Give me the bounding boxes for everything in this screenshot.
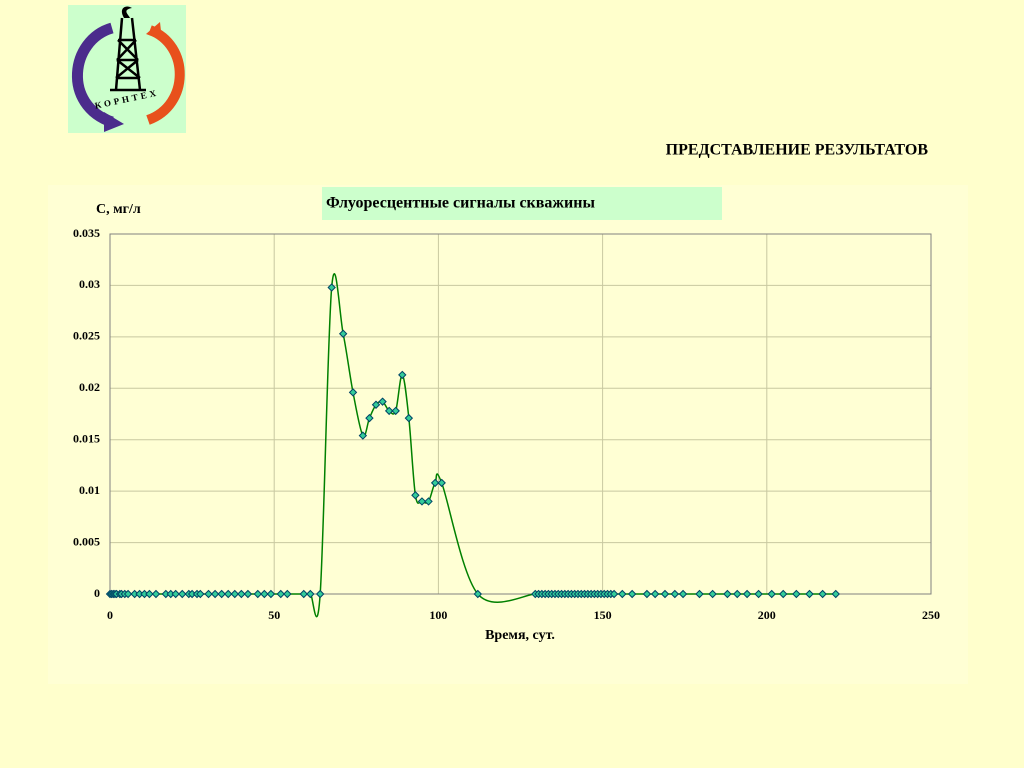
data-point xyxy=(818,589,827,599)
data-point xyxy=(178,589,187,599)
data-point xyxy=(417,497,427,506)
data-point xyxy=(404,413,414,423)
logo-arrow-right xyxy=(145,25,185,125)
data-point xyxy=(733,589,742,599)
data-point xyxy=(204,589,213,599)
data-point xyxy=(371,400,381,409)
data-point xyxy=(327,283,336,292)
data-point xyxy=(779,589,788,599)
x-tick-label: 100 xyxy=(429,608,447,622)
y-tick-label: 0.025 xyxy=(73,329,100,343)
data-point xyxy=(430,478,440,488)
y-tick-label: 0.01 xyxy=(79,483,100,497)
y-tick-label: 0.015 xyxy=(73,431,100,445)
data-point xyxy=(253,589,262,599)
data-point xyxy=(243,589,253,599)
y-tick-label: 0.03 xyxy=(79,277,100,291)
y-axis-label: C, мг/л xyxy=(96,202,141,217)
logo: КОРНТЕХ xyxy=(68,5,186,133)
data-point xyxy=(642,589,652,599)
data-point xyxy=(618,589,627,599)
data-point xyxy=(260,589,269,599)
data-point xyxy=(831,589,840,599)
data-point xyxy=(754,589,763,599)
data-point xyxy=(358,431,368,440)
data-point xyxy=(609,589,619,599)
data-point xyxy=(196,589,205,599)
logo-flame xyxy=(121,6,132,18)
logo-arrowhead-left xyxy=(104,112,124,132)
x-tick-label: 200 xyxy=(758,608,776,622)
data-point xyxy=(266,589,276,599)
y-tick-label: 0.02 xyxy=(79,380,100,394)
data-point xyxy=(678,589,688,599)
x-tick-label: 50 xyxy=(268,608,280,622)
logo-arrow-left xyxy=(71,22,115,128)
y-tick-label: 0.035 xyxy=(73,226,100,240)
data-point xyxy=(650,589,660,599)
plot-border xyxy=(109,233,932,595)
data-point xyxy=(384,406,394,416)
y-tick-label: 0 xyxy=(94,586,100,600)
data-point xyxy=(805,589,814,599)
data-point xyxy=(695,589,704,599)
data-point xyxy=(742,589,752,599)
data-point xyxy=(792,589,801,599)
x-tick-label: 0 xyxy=(107,608,113,622)
data-point xyxy=(299,589,308,599)
data-point xyxy=(151,589,161,599)
data-point xyxy=(378,397,387,406)
data-point xyxy=(315,589,325,599)
logo-derrick xyxy=(110,17,146,92)
data-point xyxy=(230,589,239,599)
data-point xyxy=(473,589,483,599)
data-point xyxy=(210,589,220,599)
chart-panel xyxy=(48,185,968,684)
x-tick-label: 150 xyxy=(594,608,612,622)
data-point xyxy=(276,589,285,599)
data-point xyxy=(217,589,226,599)
heading: ПРЕДСТАВЛЕНИЕ РЕЗУЛЬТАТОВ xyxy=(666,142,929,159)
chart-title-box xyxy=(322,187,722,220)
data-point xyxy=(348,388,358,397)
data-point xyxy=(224,589,233,599)
data-point xyxy=(338,329,348,338)
data-point xyxy=(708,589,717,599)
data-point xyxy=(437,478,446,488)
data-point xyxy=(306,589,315,599)
x-axis-label: Время, сут. xyxy=(485,628,555,643)
plot: 0 0.005 0.01 0.015 0.02 0.025 0.03 0.035 0 50 100 1… xyxy=(73,226,940,622)
data-point xyxy=(365,413,374,423)
data-point xyxy=(424,497,433,506)
chart-title: Флуоресцентные сигналы скважины xyxy=(326,195,595,212)
data-point xyxy=(398,370,407,380)
logo-arrowhead-right xyxy=(146,22,162,40)
data-point xyxy=(171,589,180,599)
x-tick-label: 250 xyxy=(922,608,940,622)
data-point xyxy=(237,589,246,599)
data-point xyxy=(391,406,400,416)
data-point xyxy=(670,589,680,599)
data-point xyxy=(660,589,670,599)
data-point xyxy=(145,589,154,599)
data-point xyxy=(283,589,292,599)
data-point xyxy=(723,589,732,599)
data-point xyxy=(627,589,637,599)
data-point xyxy=(767,589,776,599)
y-tick-label: 0.005 xyxy=(73,534,100,548)
data-point xyxy=(411,491,420,500)
data-point xyxy=(123,589,133,599)
